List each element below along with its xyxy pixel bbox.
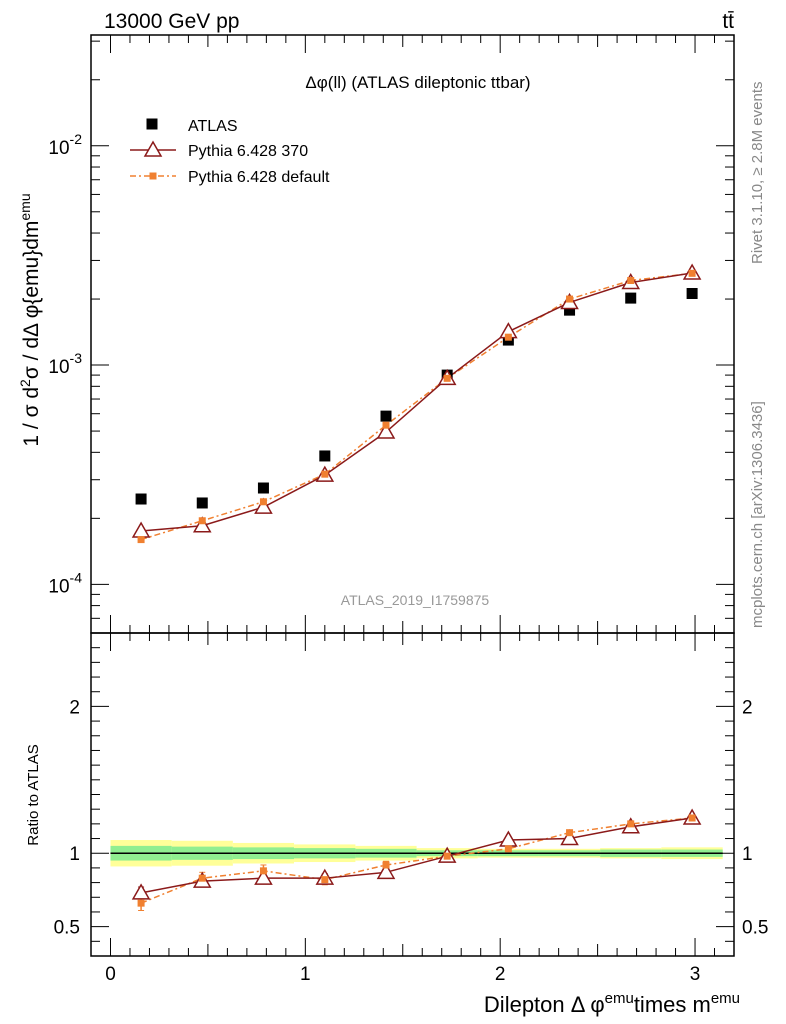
atlas-point <box>380 410 392 422</box>
atlas-point <box>625 292 637 304</box>
pythia-default-line <box>140 272 693 541</box>
main-y-tick-labels: 10-4 10-3 10-2 <box>48 131 82 598</box>
pythia-default-point <box>443 374 451 382</box>
main-series-lines <box>140 272 693 541</box>
rivet-version-label: Rivet 3.1.10, ≥ 2.8M events <box>749 82 766 265</box>
ratio-y-tick-label-left: 0.5 <box>54 918 80 939</box>
ratio-pythia-default-point <box>382 861 390 869</box>
mcplots-url-label: mcplots.cern.ch [arXiv:1306.3436] <box>749 401 766 628</box>
ratio-y-tick-label-right: 0.5 <box>742 918 768 939</box>
ratio-pythia-default-line <box>140 817 693 904</box>
ratio-y-tick-label-right: 2 <box>742 697 753 718</box>
ratio-axis-ticks <box>90 632 734 957</box>
pythia-default-point <box>627 277 635 285</box>
header-right: tt̄ <box>722 10 734 33</box>
atlas-point <box>257 482 269 494</box>
ratio-series-lines <box>140 817 693 904</box>
main-y-tick-label: 10-4 <box>48 569 82 597</box>
ratio-y-tick-label-left: 1 <box>69 844 80 865</box>
ratio-y-tick-label-right: 1 <box>742 844 753 865</box>
pythia-370-point <box>192 516 212 533</box>
legend-pythia-370-marker <box>143 140 163 157</box>
legend-pythia-370-label: Pythia 6.428 370 <box>188 143 308 160</box>
ratio-data-points <box>131 808 702 911</box>
pythia-default-point <box>382 421 390 429</box>
ratio-pythia-default-point <box>137 899 145 907</box>
main-y-axis-label: 1 / σ d2σ / dΔ φ{emu}dmemu <box>17 193 43 446</box>
ratio-pythia-default-point <box>566 829 574 837</box>
ratio-pythia-370-point <box>131 883 151 900</box>
ratio-pythia-370-point <box>499 830 518 847</box>
pythia-default-point <box>198 517 206 525</box>
ratio-pythia-default-point <box>504 845 512 853</box>
ratio-pythia-default-point <box>443 852 451 860</box>
legend: ATLAS Pythia 6.428 370 Pythia 6.428 defaul… <box>130 118 330 186</box>
analysis-watermark: ATLAS_2019_I1759875 <box>341 592 490 608</box>
atlas-point <box>686 288 698 300</box>
x-tick-label: 0 <box>105 964 116 985</box>
pythia-default-point <box>566 295 574 303</box>
ratio-pythia-default-point <box>259 867 267 875</box>
ratio-panel: 0.5 0.5 1 1 2 2 0 1 2 3 Ratio to ATLAS Dilepton … <box>25 632 769 1017</box>
ratio-y-axis-label: Ratio to ATLAS <box>25 744 42 845</box>
main-y-tick-label: 10-3 <box>48 350 82 378</box>
x-tick-labels: 0 1 2 3 <box>105 964 700 985</box>
main-data-points <box>131 263 702 544</box>
ratio-pythia-370-line <box>140 817 693 894</box>
x-tick-label: 1 <box>300 964 311 985</box>
ratio-y-tick-labels: 0.5 0.5 1 1 2 2 <box>54 697 769 938</box>
main-y-tick-label: 10-2 <box>48 131 82 159</box>
ratio-pythia-default-point <box>688 814 696 822</box>
pythia-370-point <box>376 422 396 439</box>
pythia-default-point <box>321 470 329 478</box>
atlas-point <box>196 497 208 509</box>
legend-atlas-label: ATLAS <box>188 118 238 135</box>
x-tick-label: 3 <box>690 964 701 985</box>
atlas-point <box>135 493 147 505</box>
pythia-default-point <box>504 333 512 341</box>
main-panel: 10-4 10-3 10-2 Δφ(ll) (ATLAS dileptonic tt… <box>17 34 735 634</box>
x-axis-label: Dilepton Δ φemutimes memu <box>484 990 740 1017</box>
legend-pythia-default-marker <box>149 172 157 180</box>
ratio-pythia-default-point <box>198 874 206 882</box>
legend-pythia-default-label: Pythia 6.428 default <box>188 169 330 186</box>
ratio-y-tick-label-left: 2 <box>69 697 80 718</box>
ratio-pythia-370-point <box>376 862 396 880</box>
x-tick-label: 2 <box>495 964 506 985</box>
atlas-point <box>564 304 576 316</box>
legend-atlas-marker <box>146 118 158 130</box>
pythia-370-line <box>141 272 693 532</box>
pythia-default-point <box>259 498 267 506</box>
ratio-pythia-default-point <box>627 820 635 828</box>
ratio-pythia-default-point <box>321 876 329 884</box>
ratio-pythia-370-point <box>254 868 273 885</box>
main-axis-ticks <box>90 35 734 634</box>
pythia-370-point <box>254 497 273 514</box>
atlas-point <box>319 450 331 462</box>
main-title: Δφ(ll) (ATLAS dileptonic ttbar) <box>305 73 530 92</box>
pythia-default-point <box>137 536 145 544</box>
ratio-pythia-370-point <box>560 829 579 846</box>
header-left: 13000 GeV pp <box>104 10 239 33</box>
ratio-panel-frame <box>90 632 735 957</box>
pythia-default-point <box>688 269 696 277</box>
